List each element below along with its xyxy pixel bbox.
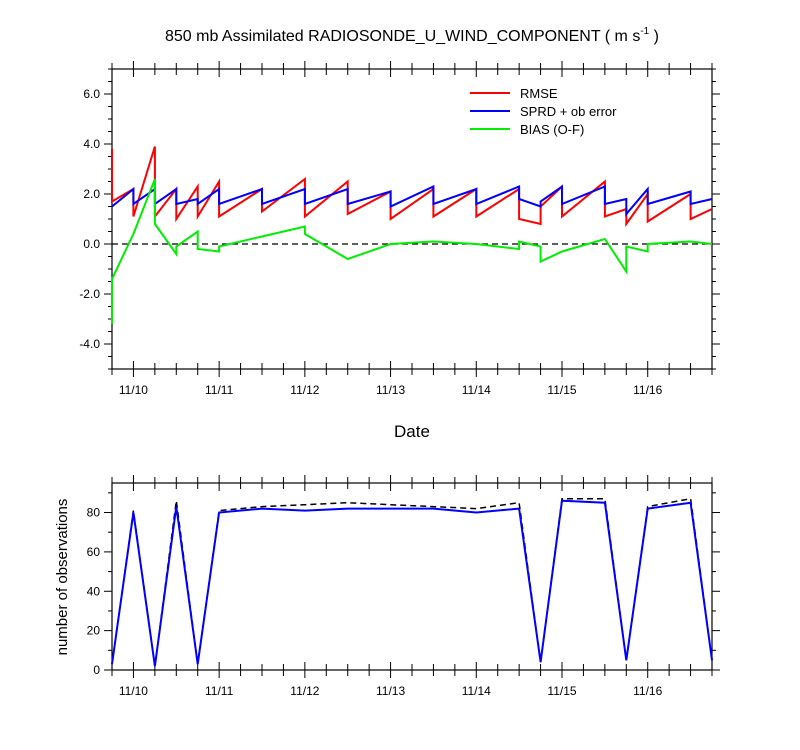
bottom-series-possible [111, 497, 713, 667]
bottom-x-tick-label: 11/16 [633, 684, 662, 698]
top-x-tick-label: 11/16 [633, 383, 662, 397]
bottom-y-tick-label: 80 [87, 506, 101, 520]
bottom-x-tick-label: 11/12 [290, 684, 319, 698]
bottom-x-tick-label: 11/15 [547, 684, 576, 698]
top-panel: 11/10 11/11 11/12 11/13 11/14 11/15 11/16 -4.0 -… [79, 61, 720, 397]
bottom-series-assimilated [111, 499, 713, 667]
top-y-tick-label: 2.0 [83, 187, 100, 201]
top-series-sprd-ob-error [111, 184, 713, 217]
bottom-x-tick-label: 11/14 [462, 684, 491, 698]
bottom-x-tick-label: 11/10 [119, 684, 148, 698]
top-plot-frame [111, 68, 713, 370]
chart-title: 850 mb Assimilated RADIOSONDE_U_WIND_COM… [165, 26, 659, 45]
legend-label: SPRD + ob error [520, 104, 617, 119]
top-x-tick-label: 11/11 [205, 383, 234, 397]
chart-title-end: ) [649, 28, 659, 45]
top-y-tick-label: 4.0 [83, 137, 100, 151]
bottom-x-tick-label: 11/13 [376, 684, 405, 698]
top-x-axis-title: Date [394, 422, 430, 441]
top-series-rmse [111, 146, 713, 228]
legend-label: BIAS (O-F) [520, 122, 584, 137]
bottom-plot-frame [111, 482, 713, 671]
bottom-x-tick-label: 11/11 [205, 684, 234, 698]
bottom-y-tick-label: 60 [87, 545, 101, 559]
top-x-tick-label: 11/10 [119, 383, 148, 397]
bottom-y-tick-label: 40 [87, 584, 101, 598]
chart-title-superscript: -1 [640, 26, 649, 37]
top-y-tick-label: 0.0 [83, 237, 100, 251]
bottom-y-tick-label: 0 [93, 663, 100, 677]
bottom-panel: 11/10 11/11 11/12 11/13 11/14 11/15 11/16 0 20 40… [87, 475, 720, 698]
bottom-y-tick-label: 20 [87, 624, 101, 638]
legend-label: RMSE [520, 86, 558, 101]
top-y-tick-label: 6.0 [83, 87, 100, 101]
top-x-tick-label: 11/15 [547, 383, 576, 397]
top-y-tick-label: -4.0 [79, 337, 100, 351]
chart-title-main: 850 mb Assimilated RADIOSONDE_U_WIND_COM… [165, 28, 640, 45]
top-x-tick-label: 11/13 [376, 383, 405, 397]
top-y-tick-label: -2.0 [79, 287, 100, 301]
bottom-y-axis-title: number of observations [54, 499, 71, 656]
top-series-bias-o-f [111, 178, 713, 324]
top-x-tick-label: 11/14 [462, 383, 491, 397]
top-x-tick-label: 11/12 [290, 383, 319, 397]
